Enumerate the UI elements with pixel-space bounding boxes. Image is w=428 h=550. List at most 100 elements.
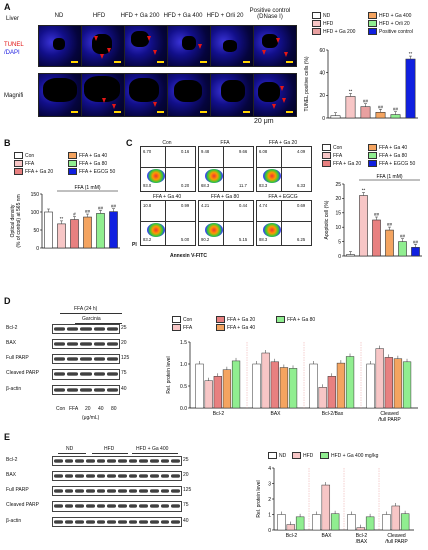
blot-band <box>150 459 159 463</box>
blot-band <box>80 327 92 331</box>
x-tick-label: Bcl-2 <box>286 533 298 539</box>
y-tick-label: 0.5 <box>180 384 187 390</box>
bar <box>277 514 286 531</box>
significance-label: ** <box>60 216 64 221</box>
y-tick-label: 100 <box>31 210 40 216</box>
legend-swatch <box>14 168 23 175</box>
legend-label: Con <box>333 144 343 151</box>
blot-band <box>86 520 95 524</box>
legend-item-hfd-ga400: HFD + Ga 400 mg/kg <box>320 452 378 459</box>
legend-item-ffa-ga40: FFA + Ga 40 <box>216 324 255 331</box>
y-tick-label: 20 <box>335 196 341 202</box>
significance-label: ** <box>409 51 413 56</box>
legend-item-hfd-ga400: HFD + Ga 400 <box>368 12 411 19</box>
blot-d-header-line <box>60 313 122 314</box>
quadrant-value: 11.7 <box>239 183 247 188</box>
quadrant-value: 0.44 <box>239 203 248 208</box>
blot-protein-label: Cleaved PARP <box>6 370 39 376</box>
flow-cytometry-plot: 9.48 9.66 68.3 11.7 <box>198 146 254 192</box>
blot-band <box>128 489 138 493</box>
significance-label: ** <box>362 188 366 193</box>
x-tick-label: /full PARP <box>385 539 408 545</box>
blot-band <box>160 504 170 508</box>
quadrant-value: 6.08 <box>259 149 268 154</box>
y-tick-label: 1 <box>268 512 271 518</box>
y-tick-label: 2 <box>268 497 271 503</box>
legend-item-ffa-ga80: FFA + Ga 80 <box>68 160 107 167</box>
blot-band <box>54 504 63 508</box>
lane-label: 20 <box>85 406 91 412</box>
flow-cytometry-plot: 10.8 0.99 83.2 5.00 <box>140 200 196 246</box>
bar <box>385 229 394 257</box>
legend-label: HFD + Ga 400 mg/kg <box>331 452 379 459</box>
y-tick-label: 40 <box>319 70 325 76</box>
blot-band <box>118 504 127 508</box>
legend-swatch <box>216 324 225 331</box>
group-label-hfd: HFD <box>104 446 115 452</box>
blot-band <box>75 459 84 463</box>
bar <box>204 380 213 409</box>
legend-swatch <box>368 20 377 27</box>
magnified-image-positive-control <box>253 73 297 117</box>
blot-band <box>80 388 92 392</box>
bar <box>405 58 416 119</box>
blot-mw-marker: 75 <box>121 370 127 376</box>
blot-strip <box>52 385 120 395</box>
panel-d-chart: 0.0 0.5 1.0 1.5 Rel. protein level Bcl-2 BAX Bc… <box>166 340 418 423</box>
y-axis-label: Apoptotic cell (%) <box>324 200 330 239</box>
flow-cytometry-plot: 4.74 0.69 88.3 6.25 <box>256 200 312 246</box>
legend-swatch <box>322 152 331 159</box>
bar <box>279 367 289 409</box>
blot-band <box>139 459 148 463</box>
quadrant-value: 0.69 <box>297 203 306 208</box>
blot-band <box>107 504 116 508</box>
legend-label: FFA + Ga 40 <box>379 144 408 151</box>
legend-swatch <box>368 160 377 167</box>
cell-cluster <box>205 169 223 183</box>
y-tick-label: 4 <box>268 466 271 472</box>
blot-strip <box>52 369 120 380</box>
blot-band <box>67 342 79 346</box>
significance-label: ** <box>349 88 353 93</box>
quadrant-value: 68.3 <box>201 183 210 188</box>
bar <box>213 376 222 409</box>
legend-label: FFA + Ga 20 <box>227 316 256 323</box>
legend-item-hfd: HFD <box>292 452 313 459</box>
legend-swatch <box>68 168 77 175</box>
blot-band <box>96 504 106 508</box>
blot-band <box>171 474 180 478</box>
bar <box>366 363 375 409</box>
y-axis-label: Rel. protein level <box>256 480 262 517</box>
blot-band <box>64 489 74 493</box>
blot-band <box>118 459 127 463</box>
legend-label: ND <box>323 12 331 19</box>
bar <box>312 514 321 531</box>
bar <box>375 348 384 409</box>
blot-band <box>150 504 159 508</box>
legend-item-positive-control: Positive control <box>368 28 413 35</box>
legend-swatch <box>368 12 377 19</box>
blot-band <box>107 459 116 463</box>
y-tick-label: 0 <box>36 246 39 252</box>
cell-cluster <box>263 169 281 183</box>
blot-band <box>139 504 148 508</box>
panel-b-chart: 0 50 100 150 Optical density (% of control) a… <box>10 185 120 252</box>
legend-item-con: Con <box>322 144 342 151</box>
bar <box>222 369 232 409</box>
legend-swatch <box>368 152 377 159</box>
legend-label: HFD + Orli 20 <box>379 20 410 27</box>
panel-c-letter: C <box>126 138 133 148</box>
legend-label: FFA + Ga 80 <box>379 152 408 159</box>
tunel-text: TUNEL <box>4 42 24 48</box>
col-header-hfd: HFD <box>92 13 106 19</box>
blot-band <box>160 474 170 478</box>
group-label-hfd-ga400: HFD + Ga 400 <box>136 446 169 452</box>
blot-band <box>150 520 159 524</box>
blot-mw-marker: 40 <box>183 518 189 524</box>
blot-band <box>118 474 127 478</box>
blot-band <box>80 342 92 346</box>
blot-band <box>93 388 105 392</box>
blot-band <box>54 372 66 376</box>
bar <box>330 513 340 531</box>
legend-label: FFA + Ga 40 <box>79 152 108 159</box>
